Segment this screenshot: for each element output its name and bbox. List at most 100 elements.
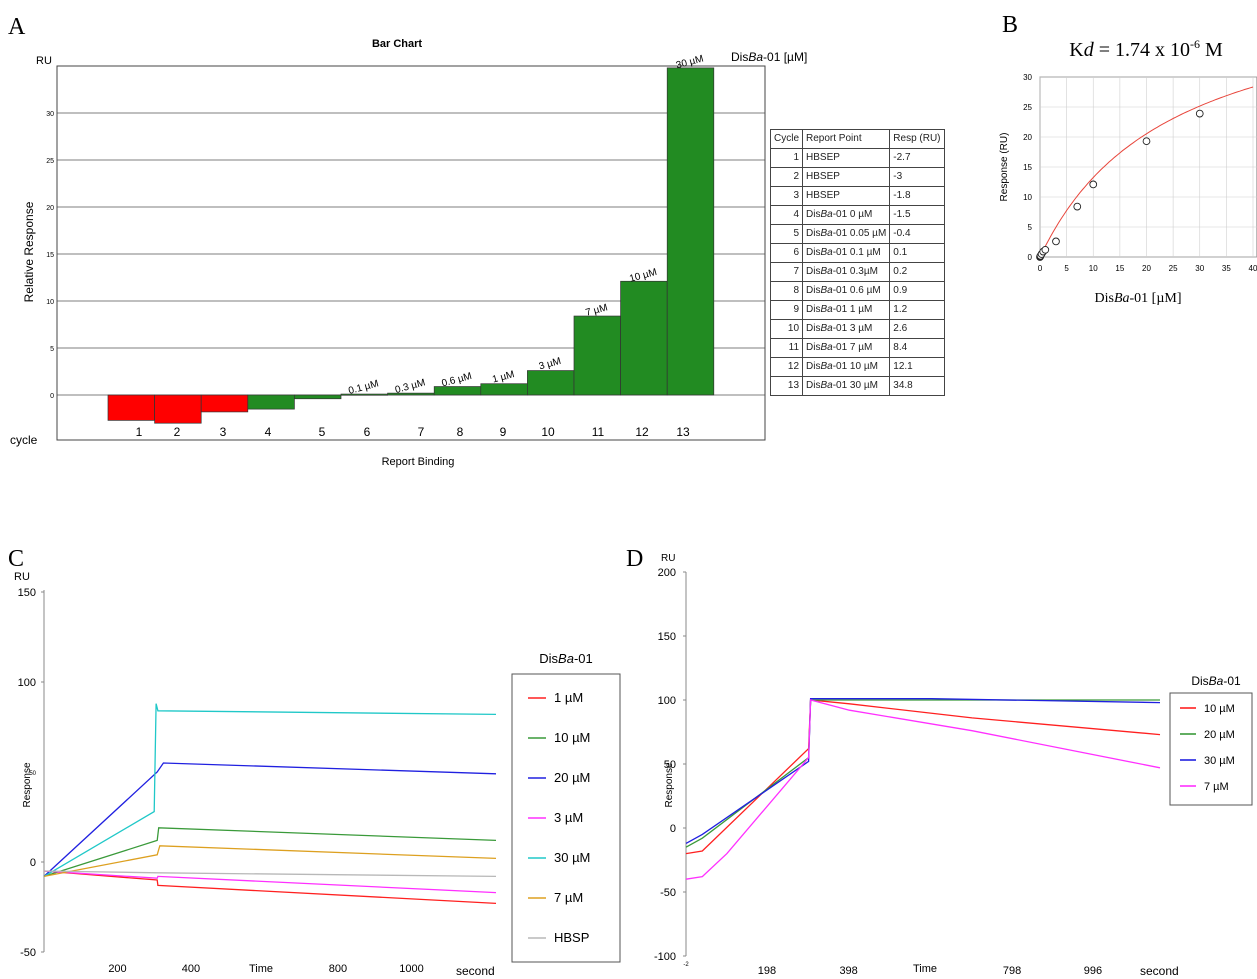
panel-b-points [1036,109,1204,261]
y-tick-label: 150 [18,587,36,599]
cell-resp: -3 [889,167,945,187]
y-tick-label: 50 [29,771,36,777]
panel-d-x-unit: second [1140,964,1179,978]
x-tick-label: 400 [182,963,200,975]
legend-label: 30 µM [554,850,590,865]
bar-cycle-12 [620,280,668,396]
y-tick-label: 10 [1023,193,1032,202]
cell-cycle: 13 [769,376,804,396]
cell-cycle: 8 [769,281,804,301]
panel-b-ticks: 0 5 10 15 20 25 30 0 5 10 15 20 25 30 35 40 [1023,73,1257,273]
y-tick-label: 25 [1023,103,1032,112]
bar-cycle-13 [666,67,715,396]
x-tick-label: 12 [635,425,649,439]
series-line [43,870,497,878]
cell-resp: 0.2 [889,262,945,282]
y-tick-label: 20 [1023,133,1032,142]
x-tick-label: 996 [1084,965,1102,977]
series-line [43,827,497,878]
panel-c-lines [43,703,497,905]
cell-cycle: 5 [769,224,804,244]
cell-resp: 1.2 [889,300,945,320]
x-tick-label: 0 [1038,264,1043,273]
panel-a-x-ticks: 1 2 3 4 5 6 7 8 9 10 11 12 13 [136,425,690,439]
table-row: 7 DisBa-01 0.3µM 0.2 [769,262,945,282]
cell-cycle: 3 [769,186,804,206]
bar-cycle-7 [387,392,435,396]
x-tick-label: 5 [319,425,326,439]
panel-c-ticks: -50 0 100 150 50 200 400 800 1000 [18,587,424,975]
cell-report-point: DisBa-01 0.3µM [802,262,891,282]
panel-d-legend: 10 µM 20 µM 30 µM 7 µM [1180,703,1235,793]
panel-a: A Bar Chart RU DisBa-01 [µM] 05101520253… [8,14,807,468]
series-line [685,699,1161,880]
legend-label: 20 µM [1204,729,1235,741]
x-tick-label: 10 [1089,264,1098,273]
y-tick-label: 15 [1023,163,1032,172]
bar-cycle-10 [527,370,575,396]
panel-a-y-ticks: 0 5 10 15 20 25 30 [46,111,54,400]
panel-b-y-label: Response (RU) [999,133,1010,202]
panel-c-y-unit: RU [14,571,30,583]
y-tick-label: 0 [30,857,36,869]
table-header-report-point: Report Point [802,129,891,149]
panel-d-y-label: Response [664,762,675,807]
cell-report-point: DisBa-01 0.1 µM [802,243,891,263]
panel-d-ticks: -100 -50 0 50 100 150 200 198 398 798 996 -2 [654,567,1102,977]
cell-resp: 2.6 [889,319,945,339]
legend-label: 10 µM [554,730,590,745]
bar-cycle-11 [573,315,621,396]
bar-cycle-2 [154,394,202,424]
cell-resp: -1.8 [889,186,945,206]
y-tick-label: -100 [654,951,676,963]
x-tick-label: 40 [1249,264,1257,273]
cell-resp: 34.8 [889,376,945,396]
y-tick-label: -50 [660,887,676,899]
y-tick-label: 5 [1028,223,1033,232]
legend-label: 7 µM [1204,781,1229,793]
x-tick-label: 198 [758,965,776,977]
cell-report-point: HBSEP [802,148,891,168]
panel-c-y-label: Response [22,762,33,807]
table-header-cycle: Cycle [769,129,804,149]
bar-cycle-8 [433,386,482,396]
panel-c-letter: C [8,546,24,572]
panel-a-bars [107,67,715,424]
table-row: 11 DisBa-01 7 µM 8.4 [769,338,945,358]
cell-report-point: DisBa-01 0 µM [802,205,891,225]
table-row: 12 DisBa-01 10 µM 12.1 [769,357,945,377]
cell-report-point: HBSEP [802,186,891,206]
panel-d-letter: D [626,546,643,572]
cell-cycle: 10 [769,319,804,339]
x-tick-label: 798 [1003,965,1021,977]
y-tick-label: 30 [1023,73,1032,82]
cell-cycle: 9 [769,300,804,320]
table-row: 10 DisBa-01 3 µM 2.6 [769,319,945,339]
x-tick-label: 1 [136,425,143,439]
y-tick-label: 100 [18,677,36,689]
legend-label: 10 µM [1204,703,1235,715]
cell-cycle: 11 [769,338,804,358]
x-tick-label: 398 [839,965,857,977]
cell-report-point: DisBa-01 0.05 µM [802,224,891,244]
x-tick-label: 4 [265,425,272,439]
table-row: 13 DisBa-01 30 µM 34.8 [769,376,945,396]
table-row: 3 HBSEP -1.8 [769,186,945,206]
panel-a-y-label: Relative Response [22,201,36,302]
cell-report-point: DisBa-01 1 µM [802,300,891,320]
data-point [1089,180,1098,189]
y-tick-label: 0 [670,823,676,835]
x-tick-label: 6 [364,425,371,439]
y-tick-label: 150 [658,631,676,643]
cell-report-point: DisBa-01 0.6 µM [802,281,891,301]
y-tick-label: 25 [46,158,54,165]
panel-b-title: Kd = 1.74 x 10-6 M [1069,37,1223,61]
data-point [1195,109,1204,118]
table-row: 5 DisBa-01 0.05 µM -0.4 [769,224,945,244]
series-line [43,870,497,894]
table-header-row: Cycle Report Point Resp (RU) [769,129,945,149]
cell-cycle: 6 [769,243,804,263]
legend-label: 1 µM [554,690,583,705]
panel-d-lines [685,698,1161,880]
